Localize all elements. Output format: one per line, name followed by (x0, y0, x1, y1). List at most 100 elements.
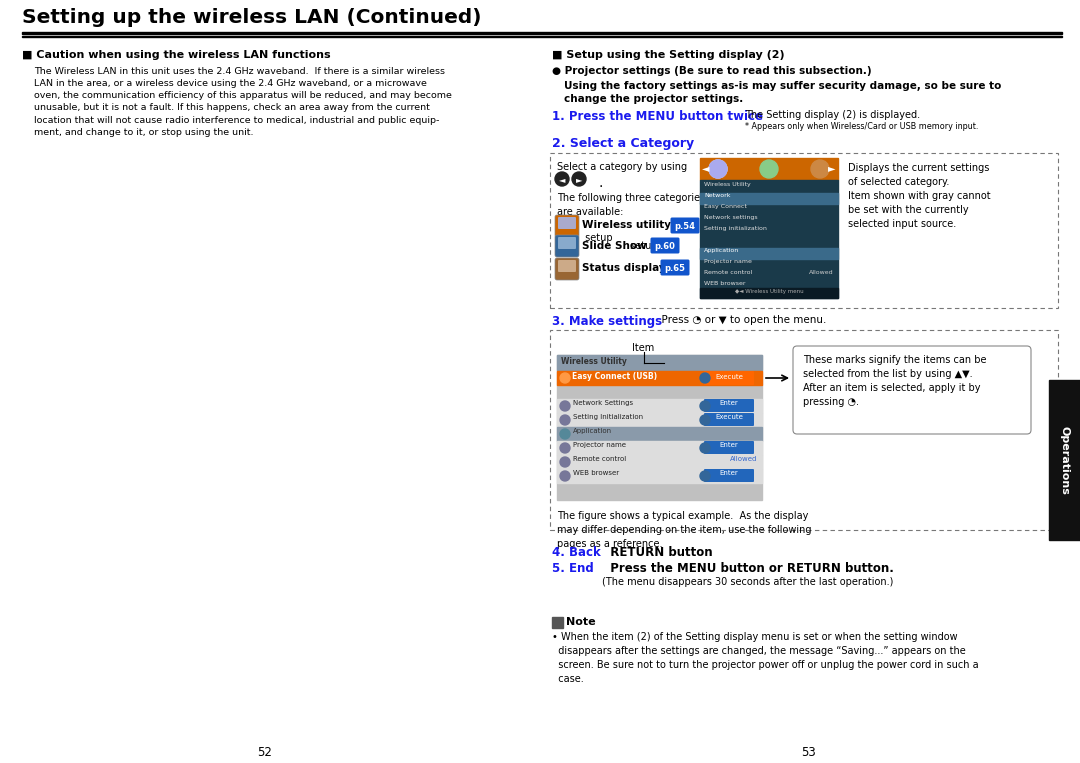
Text: ● Projector settings (Be sure to read this subsection.): ● Projector settings (Be sure to read th… (552, 66, 872, 76)
Circle shape (760, 160, 778, 178)
Text: Wireless Utility: Wireless Utility (561, 357, 626, 366)
Text: Wireless Utility: Wireless Utility (704, 182, 751, 187)
Text: .: . (598, 176, 603, 190)
Text: Execute: Execute (715, 414, 743, 420)
Text: ■ Setup using the Setting display (2): ■ Setup using the Setting display (2) (552, 50, 785, 60)
Text: p.65: p.65 (664, 264, 686, 273)
Text: 3. Make settings: 3. Make settings (552, 315, 662, 328)
Bar (1049, 380, 1080, 540)
Bar (552, 617, 563, 628)
Text: ◄: ◄ (558, 175, 565, 184)
FancyBboxPatch shape (671, 217, 700, 233)
Text: WEB browser: WEB browser (704, 281, 745, 286)
Text: Setting initialization: Setting initialization (704, 226, 767, 231)
Text: The following three categories
are available:: The following three categories are avail… (557, 193, 705, 217)
FancyBboxPatch shape (555, 258, 579, 280)
Text: Using the factory settings as-is may suffer security damage, so be sure to
chang: Using the factory settings as-is may suf… (564, 81, 1001, 105)
Bar (557, 355, 762, 500)
Text: Enter: Enter (719, 442, 739, 448)
FancyBboxPatch shape (793, 346, 1031, 434)
Text: Remote control: Remote control (704, 270, 753, 275)
Text: Operations: Operations (1059, 426, 1069, 494)
Text: Press ◔ or ▼ to open the menu.: Press ◔ or ▼ to open the menu. (654, 315, 826, 325)
Bar (557, 469, 762, 483)
FancyBboxPatch shape (550, 330, 1058, 530)
FancyBboxPatch shape (650, 237, 679, 253)
Text: Slide Show: Slide Show (582, 241, 647, 251)
Bar (22, 36, 1062, 37)
Text: Note: Note (566, 617, 596, 627)
Circle shape (708, 160, 727, 178)
FancyBboxPatch shape (661, 259, 689, 275)
Text: Projector name: Projector name (573, 442, 626, 448)
Text: Select a category by using: Select a category by using (557, 162, 687, 172)
Text: Displays the current settings
of selected category.
Item shown with gray cannot
: Displays the current settings of selecte… (848, 163, 990, 229)
Text: Allowed: Allowed (809, 270, 834, 275)
Text: Network settings: Network settings (704, 215, 758, 220)
Text: Status display: Status display (582, 263, 665, 273)
Text: Setting up the wireless LAN (Continued): Setting up the wireless LAN (Continued) (22, 8, 482, 27)
FancyBboxPatch shape (704, 413, 754, 426)
Bar (557, 355, 762, 370)
Circle shape (700, 443, 710, 453)
Text: Enter: Enter (719, 400, 739, 406)
Text: 53: 53 (800, 746, 815, 759)
FancyBboxPatch shape (704, 469, 754, 482)
Text: Press the MENU button or RETURN button.: Press the MENU button or RETURN button. (602, 562, 894, 575)
Text: (The menu disappears 30 seconds after the last operation.): (The menu disappears 30 seconds after th… (602, 577, 893, 587)
Text: The figure shows a typical example.  As the display
may differ depending on the : The figure shows a typical example. As t… (557, 511, 811, 549)
FancyBboxPatch shape (558, 237, 576, 249)
Circle shape (700, 471, 710, 481)
Text: Execute: Execute (715, 374, 743, 380)
Text: Item: Item (632, 343, 654, 353)
Bar (700, 248, 838, 259)
Circle shape (700, 415, 710, 425)
Circle shape (700, 401, 710, 411)
Text: ◄: ◄ (702, 163, 710, 173)
Text: 1. Press the MENU button twice: 1. Press the MENU button twice (552, 110, 762, 123)
Bar (557, 441, 762, 455)
Text: RETURN button: RETURN button (602, 546, 713, 559)
FancyBboxPatch shape (558, 217, 576, 229)
Bar (557, 413, 762, 427)
Text: ■ Caution when using the wireless LAN functions: ■ Caution when using the wireless LAN fu… (22, 50, 330, 60)
FancyBboxPatch shape (550, 153, 1058, 308)
Bar (557, 399, 762, 413)
Bar (22, 31, 1062, 34)
Text: ◆◄ Wireless Utility menu: ◆◄ Wireless Utility menu (734, 289, 804, 294)
Circle shape (708, 160, 727, 178)
Text: 52: 52 (257, 746, 272, 759)
Bar (557, 427, 762, 441)
Text: Easy Connect (USB): Easy Connect (USB) (572, 372, 657, 381)
Circle shape (561, 401, 570, 411)
Text: Network: Network (704, 193, 730, 198)
Circle shape (561, 471, 570, 481)
Text: Enter: Enter (719, 470, 739, 476)
Bar (557, 455, 762, 469)
FancyBboxPatch shape (558, 260, 576, 272)
Text: The Wireless LAN in this unit uses the 2.4 GHz waveband.  If there is a similar : The Wireless LAN in this unit uses the 2… (33, 67, 451, 137)
Text: Easy Connect: Easy Connect (704, 204, 747, 209)
Circle shape (561, 415, 570, 425)
Bar (557, 371, 762, 385)
Text: Application: Application (573, 428, 612, 434)
Circle shape (561, 443, 570, 453)
FancyBboxPatch shape (704, 371, 754, 385)
FancyBboxPatch shape (555, 215, 579, 237)
Text: WEB browser: WEB browser (573, 470, 619, 476)
Circle shape (561, 457, 570, 467)
Text: Remote control: Remote control (573, 456, 626, 462)
Text: ►: ► (576, 175, 582, 184)
Bar (700, 158, 838, 180)
Circle shape (561, 429, 570, 439)
Circle shape (561, 373, 570, 383)
Text: ►: ► (828, 163, 836, 173)
Text: The Setting display (2) is displayed.: The Setting display (2) is displayed. (745, 110, 920, 120)
Text: Wireless utility: Wireless utility (582, 220, 671, 230)
Text: Network Settings: Network Settings (573, 400, 633, 406)
Bar (700, 193, 838, 204)
Text: Allowed: Allowed (730, 456, 757, 462)
Circle shape (555, 172, 569, 186)
Circle shape (572, 172, 586, 186)
Bar (700, 180, 838, 298)
